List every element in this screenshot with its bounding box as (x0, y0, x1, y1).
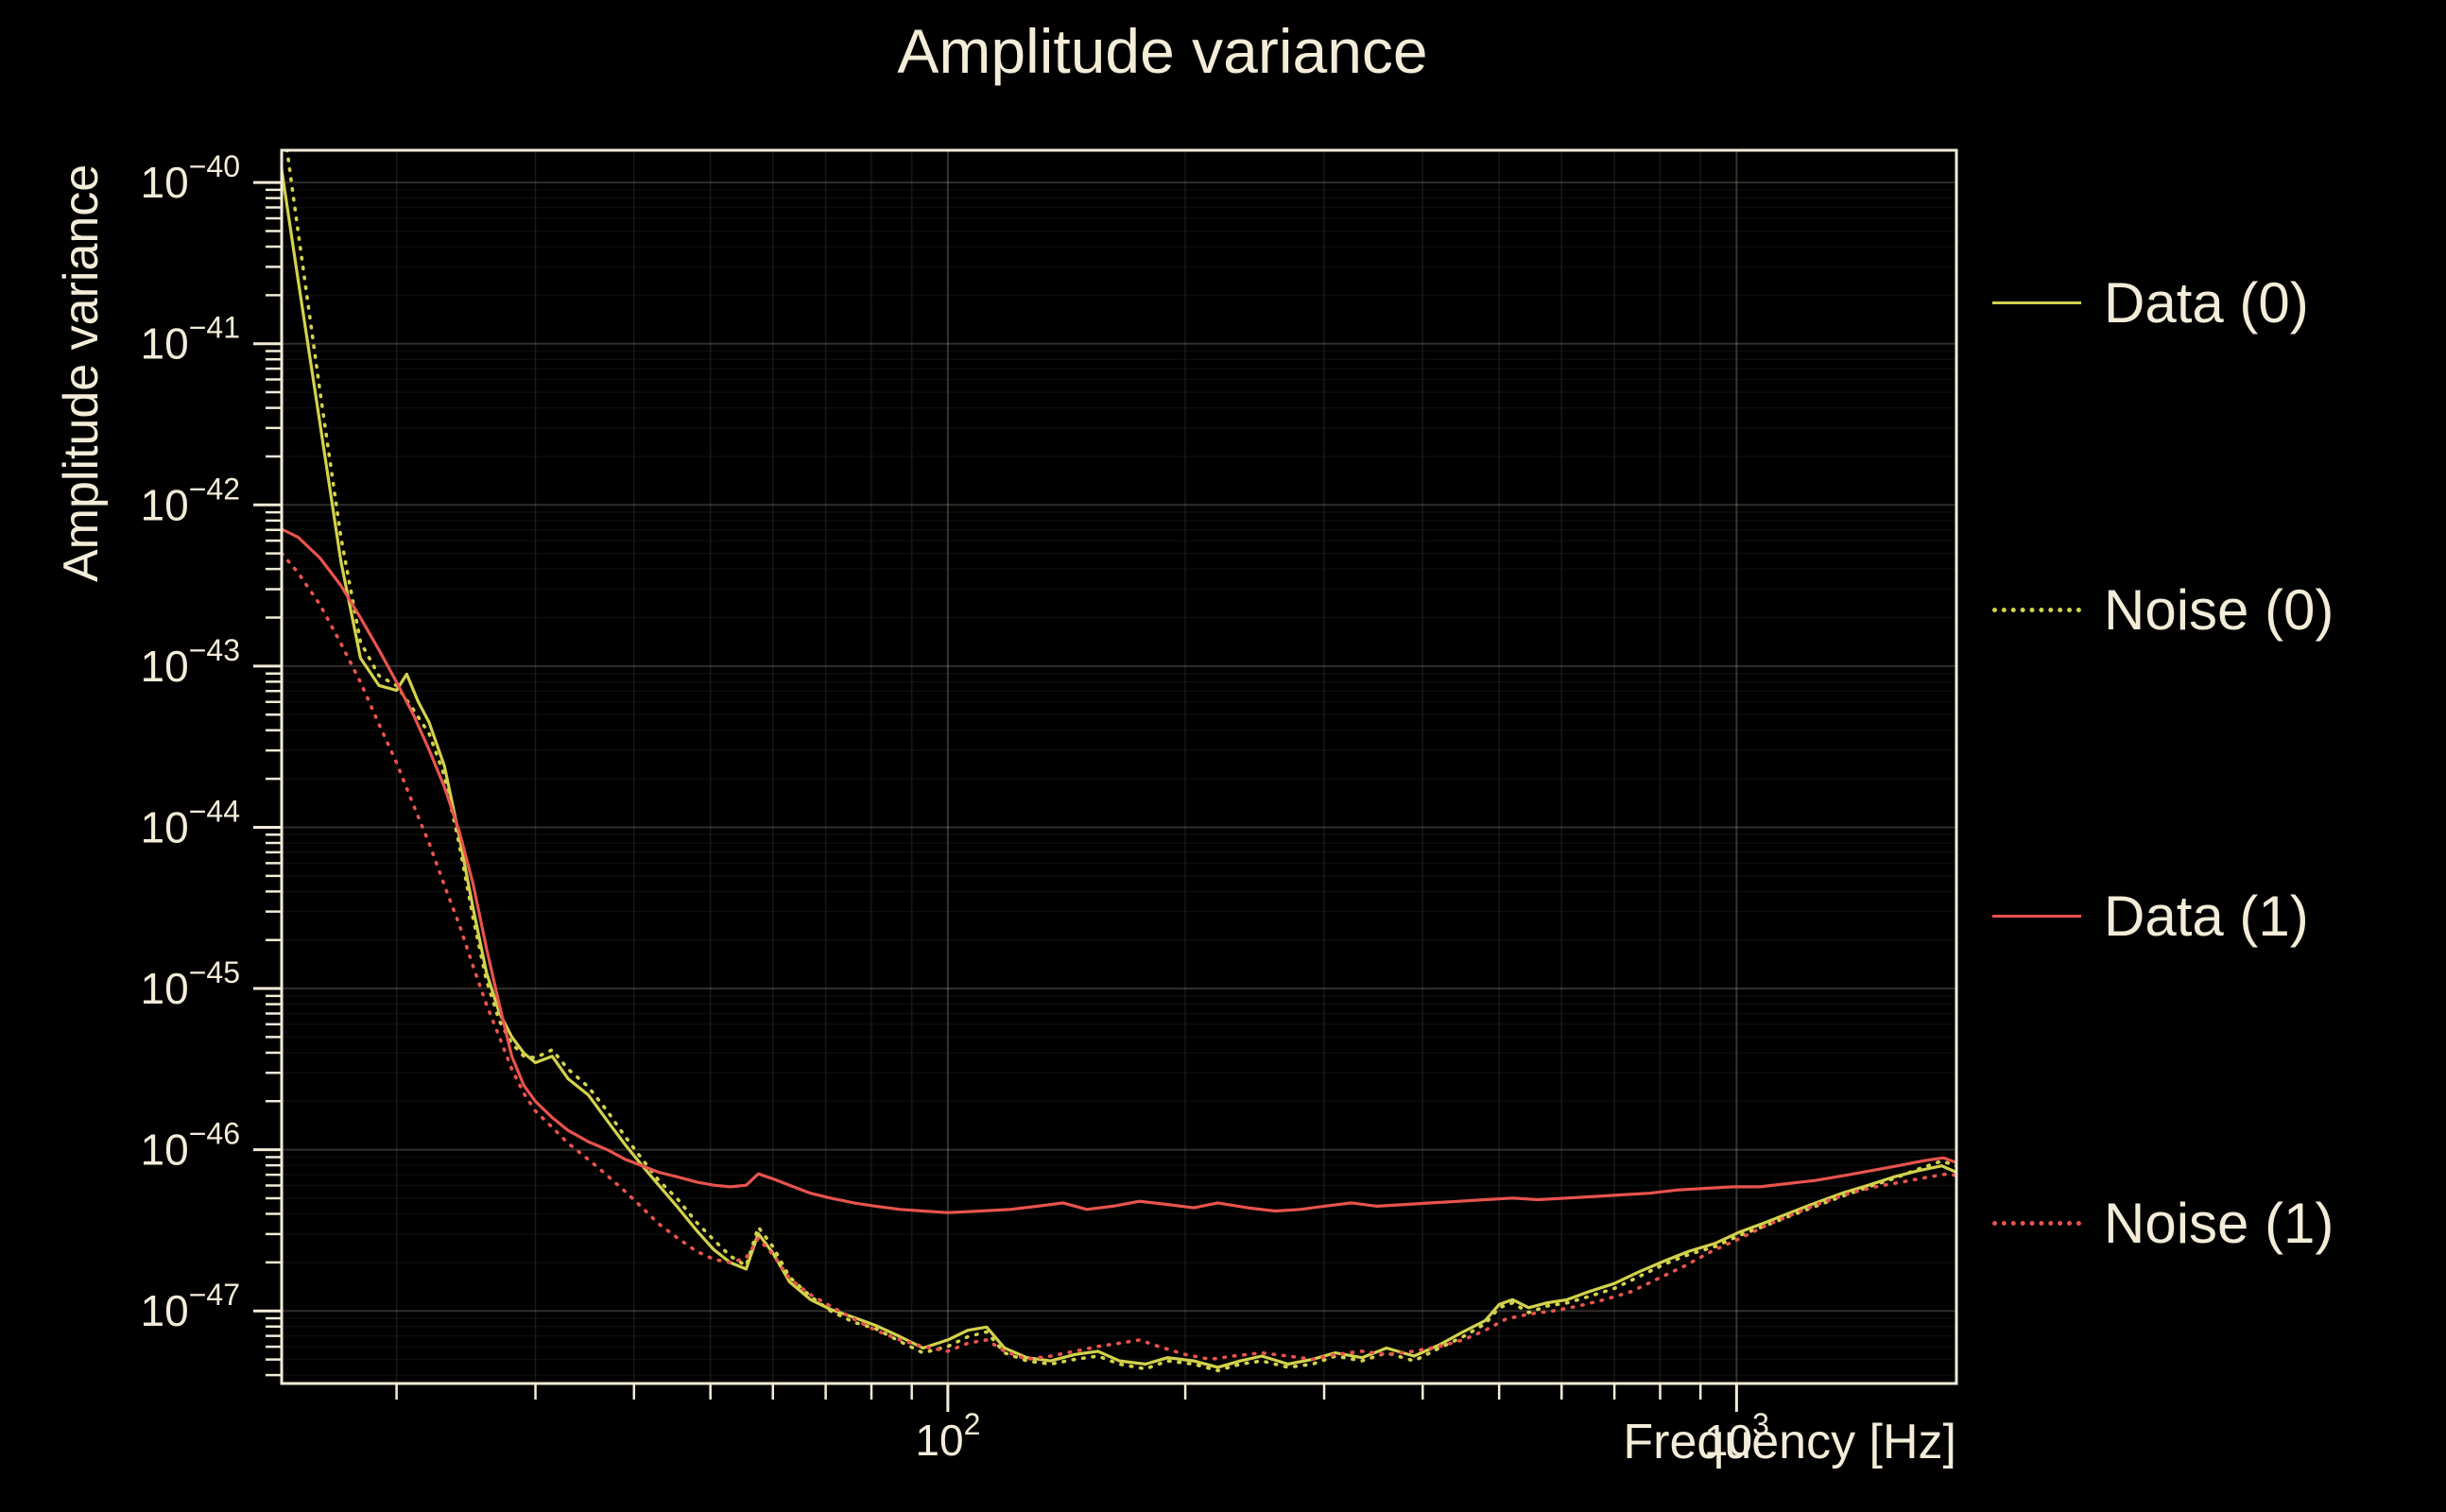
legend-item-data-1: Data (1) (1992, 881, 2309, 951)
legend-item-noise-0: Noise (0) (1992, 575, 2334, 644)
legend-label-data-0: Data (0) (2104, 270, 2309, 335)
chart-title: Amplitude variance (897, 16, 1428, 86)
x-tick-label: 103 (1704, 1407, 1769, 1465)
y-tick-label: 10−44 (141, 794, 240, 851)
y-tick-label: 10−43 (141, 633, 240, 691)
legend-label-noise-1: Noise (1) (2104, 1191, 2334, 1255)
legend-item-noise-1: Noise (1) (1992, 1188, 2334, 1258)
series-line-noise-1 (282, 551, 1956, 1362)
y-tick-label: 10−42 (141, 472, 240, 529)
y-tick-label: 10−47 (141, 1278, 240, 1335)
series-line-noise-0 (284, 150, 1956, 1373)
series-line-data-0 (282, 169, 1956, 1369)
y-tick-label: 10−40 (141, 149, 240, 207)
plot-frame (280, 148, 1958, 1385)
legend-line-sample-data-0 (1992, 301, 2081, 304)
legend-item-data-0: Data (0) (1992, 267, 2309, 337)
y-tick-label: 10−41 (141, 311, 240, 369)
x-axis-title: Frequency [Hz] (1623, 1415, 1956, 1469)
legend-label-noise-0: Noise (0) (2104, 577, 2334, 642)
y-axis-title: Amplitude variance (54, 163, 109, 582)
legend-label-data-1: Data (1) (2104, 884, 2309, 948)
legend-line-sample-noise-0 (1992, 607, 2081, 612)
series-line-data-1 (282, 527, 1956, 1214)
y-tick-label: 10−45 (141, 955, 240, 1013)
x-tick-label: 102 (915, 1407, 980, 1465)
legend-line-sample-data-1 (1992, 914, 2081, 918)
y-tick-label: 10−46 (141, 1117, 240, 1175)
legend-line-sample-noise-1 (1992, 1220, 2081, 1226)
